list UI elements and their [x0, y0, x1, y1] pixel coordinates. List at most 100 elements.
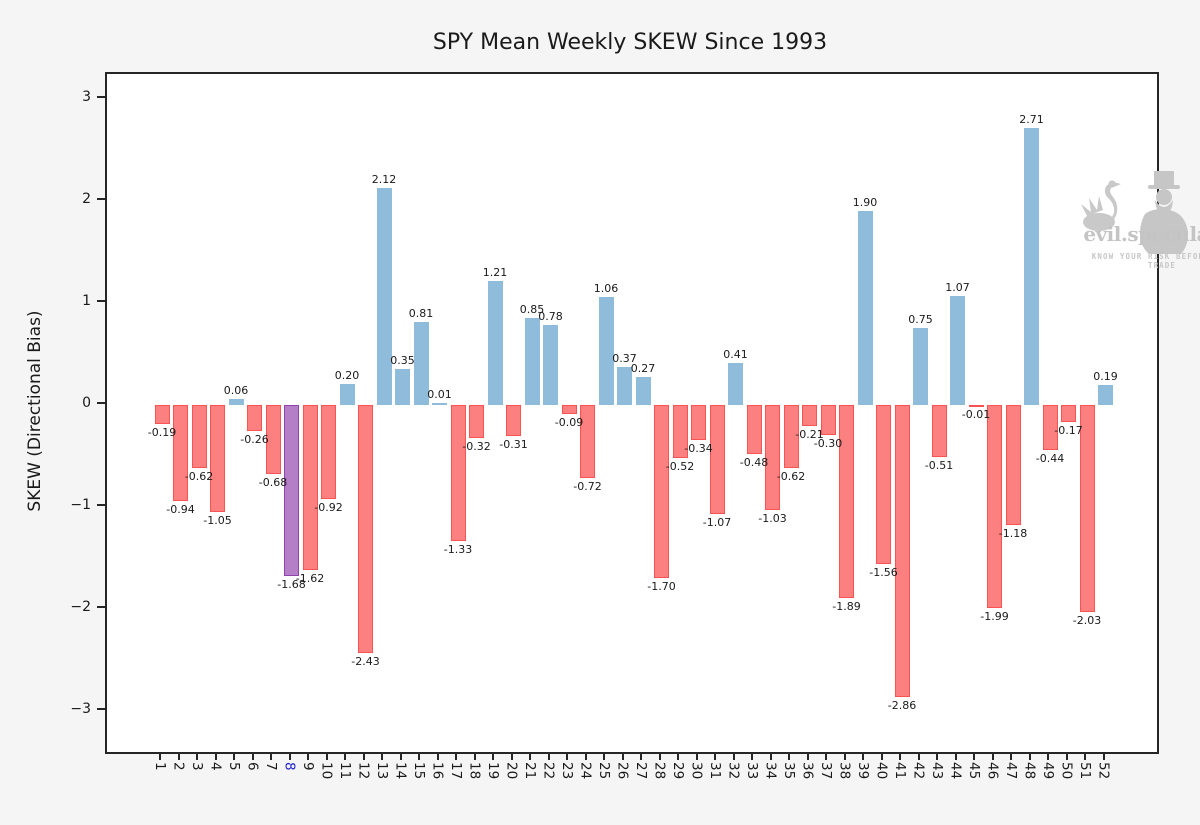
bar-value-label: -0.30 [813, 437, 843, 451]
x-tick-mark [732, 752, 735, 760]
x-tick-mark [159, 752, 161, 760]
x-tick-label-week-22: 22 [540, 762, 557, 780]
bar-week-22 [543, 325, 558, 405]
y-tick-label: 0 [82, 394, 91, 411]
bar-week-49 [1042, 404, 1058, 450]
watermark: evil.speculator KNOW YOUR RISK BEFORE YO… [1077, 170, 1200, 272]
x-tick-mark [973, 752, 975, 760]
bar-value-label: -0.32 [462, 439, 491, 453]
bar-week-3 [191, 404, 207, 469]
x-tick-label-week-44: 44 [947, 762, 964, 780]
x-tick-label-week-3: 3 [189, 762, 205, 771]
x-tick-mark [658, 752, 661, 760]
bar-week-2 [173, 404, 188, 501]
x-tick-label-week-49: 49 [1040, 762, 1056, 780]
bar-value-label: -1.33 [443, 542, 473, 556]
x-tick-label-week-46: 46 [984, 762, 1001, 780]
bar-value-label: 1.07 [945, 280, 970, 294]
bar-week-42 [913, 328, 928, 405]
bar-week-31 [709, 404, 725, 515]
x-tick-label-week-47: 47 [1003, 762, 1019, 780]
x-tick-label-week-9: 9 [300, 762, 316, 771]
y-tick-label: −1 [70, 496, 91, 513]
bar-week-18 [469, 404, 484, 438]
bar-value-label: -0.48 [739, 455, 769, 469]
x-tick-mark [196, 752, 198, 760]
bar-week-12 [358, 404, 373, 653]
bar-value-label: -0.68 [258, 476, 288, 490]
bar-value-label: 1.90 [852, 195, 878, 209]
x-tick-label-week-27: 27 [633, 762, 649, 780]
bar-value-label: 0.19 [1093, 370, 1118, 384]
x-tick-mark [991, 752, 994, 760]
bar-value-label: 0.78 [538, 310, 563, 324]
bar-week-6 [247, 404, 262, 432]
bar-value-label: -1.56 [869, 566, 898, 580]
x-tick-mark [270, 752, 272, 760]
bar-value-label: 0.41 [723, 347, 748, 361]
x-tick-mark [344, 752, 346, 760]
x-tick-mark [288, 752, 291, 760]
x-tick-mark [751, 752, 753, 760]
x-tick-mark [177, 752, 180, 760]
y-tick-mark [97, 503, 105, 506]
bar-value-label: 0.37 [612, 352, 637, 366]
x-tick-label-week-7: 7 [263, 762, 279, 771]
x-tick-label-week-24: 24 [577, 762, 594, 780]
plot-area: evil.speculator KNOW YOUR RISK BEFORE YO… [105, 72, 1200, 754]
y-tick-label: 1 [82, 292, 91, 309]
x-tick-mark [1084, 752, 1086, 760]
bar-week-47 [1005, 404, 1021, 526]
x-tick-label-week-48: 48 [1021, 762, 1038, 780]
bar-value-label: 0.27 [630, 362, 656, 376]
x-tick-label-week-8: 8 [281, 762, 298, 771]
x-tick-mark [584, 752, 587, 760]
x-tick-label-week-4: 4 [207, 762, 224, 771]
bar-value-label: 1.21 [482, 266, 508, 280]
bar-week-19 [487, 281, 503, 405]
x-tick-label-week-45: 45 [966, 762, 982, 780]
bar-value-label: -0.19 [147, 426, 177, 440]
bar-value-label: -2.86 [887, 698, 917, 712]
bar-value-label: 0.06 [223, 383, 249, 397]
x-tick-mark [806, 752, 809, 760]
x-tick-mark [769, 752, 772, 760]
x-tick-label-week-26: 26 [614, 762, 631, 780]
x-tick-label-week-17: 17 [448, 762, 464, 780]
bar-value-label: 1.06 [593, 281, 619, 295]
x-tick-label-week-29: 29 [670, 762, 686, 780]
bar-value-label: 2.71 [1019, 113, 1044, 127]
x-tick-label-week-10: 10 [318, 762, 335, 780]
y-tick-label: 3 [82, 88, 91, 105]
y-tick-label: 2 [82, 190, 91, 207]
swan-left-icon [1081, 180, 1121, 231]
bar-week-23 [561, 404, 577, 415]
x-tick-label-week-39: 39 [855, 762, 871, 780]
bar-value-label: -2.03 [1072, 614, 1102, 628]
x-tick-label-week-13: 13 [374, 762, 390, 780]
bar-week-20 [506, 404, 521, 437]
x-tick-mark [455, 752, 457, 760]
x-tick-label-week-30: 30 [688, 762, 705, 780]
x-tick-mark [492, 752, 494, 760]
bar-value-label: -0.34 [684, 441, 713, 455]
bar-week-17 [450, 404, 466, 541]
bar-week-45 [968, 404, 984, 407]
x-tick-mark [677, 752, 679, 760]
x-tick-mark [917, 752, 920, 760]
x-tick-mark [510, 752, 513, 760]
bar-week-43 [931, 404, 947, 457]
x-tick-label-week-5: 5 [226, 762, 242, 771]
x-tick-label-week-50: 50 [1058, 762, 1075, 780]
x-tick-mark [251, 752, 254, 760]
bar-week-9 [302, 404, 318, 571]
x-tick-mark [1065, 752, 1068, 760]
bar-week-50 [1061, 404, 1076, 423]
bar-value-label: -0.72 [573, 480, 602, 494]
x-tick-label-week-31: 31 [707, 762, 723, 780]
x-tick-mark [566, 752, 568, 760]
x-tick-label-week-42: 42 [910, 762, 927, 780]
x-tick-label-week-23: 23 [559, 762, 575, 780]
bar-week-5 [228, 398, 244, 405]
bar-week-16 [432, 403, 447, 405]
